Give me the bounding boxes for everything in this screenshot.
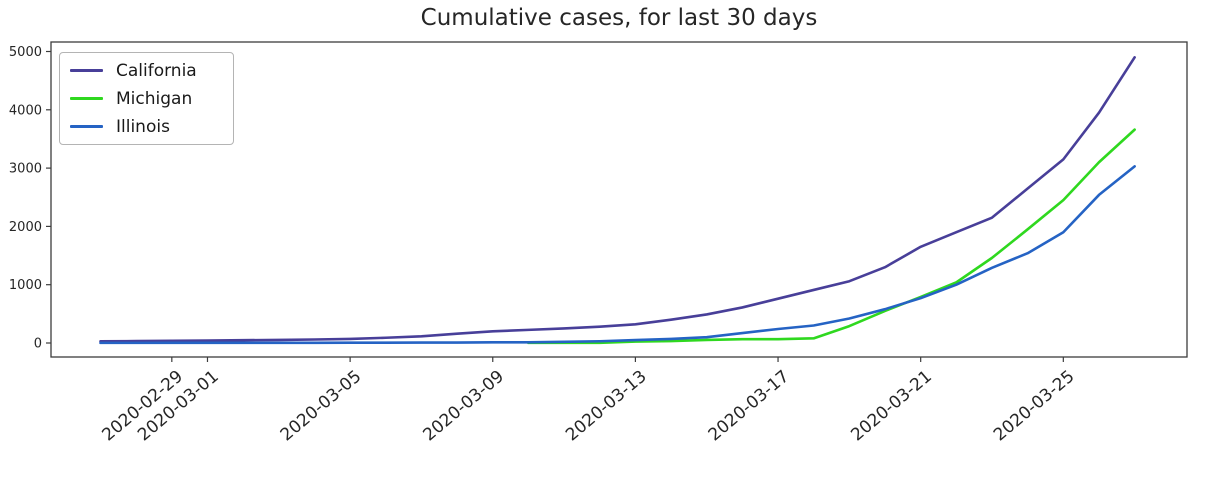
legend-label-michigan: Michigan (116, 88, 193, 109)
x-tick-label: 2020-03-09 (419, 367, 508, 446)
plot-frame (50, 41, 1188, 358)
legend-item-michigan: Michigan (70, 88, 223, 109)
y-tick-label: 1000 (9, 278, 42, 293)
y-tick-label: 2000 (9, 220, 42, 235)
series-line-illinois (99, 165, 1136, 345)
y-tick-label: 5000 (9, 45, 42, 60)
legend-label-california: California (116, 60, 197, 81)
x-tick-label: 2020-03-21 (847, 367, 936, 446)
x-tick-label: 2020-03-17 (705, 367, 794, 446)
x-tick-label: 2020-03-13 (562, 367, 651, 446)
legend-label-illinois: Illinois (116, 116, 170, 137)
legend-item-illinois: Illinois (70, 116, 223, 137)
y-tick-label: 3000 (9, 162, 42, 177)
legend-swatch-michigan (70, 97, 103, 100)
x-tick-label: 2020-03-25 (990, 367, 1079, 446)
legend: California Michigan Illinois (59, 52, 234, 145)
y-tick-label: 4000 (9, 103, 42, 118)
y-tick-label: 0 (34, 337, 42, 352)
chart-title: Cumulative cases, for last 30 days (420, 5, 818, 31)
legend-swatch-california (70, 69, 103, 72)
y-axis: 0 1000 2000 3000 4000 5000 (9, 45, 51, 352)
x-tick-label: 2020-03-05 (277, 367, 366, 446)
series-line-california (99, 56, 1136, 343)
legend-item-california: California (70, 60, 223, 81)
series-line-michigan (527, 128, 1136, 345)
legend-swatch-illinois (70, 125, 103, 128)
